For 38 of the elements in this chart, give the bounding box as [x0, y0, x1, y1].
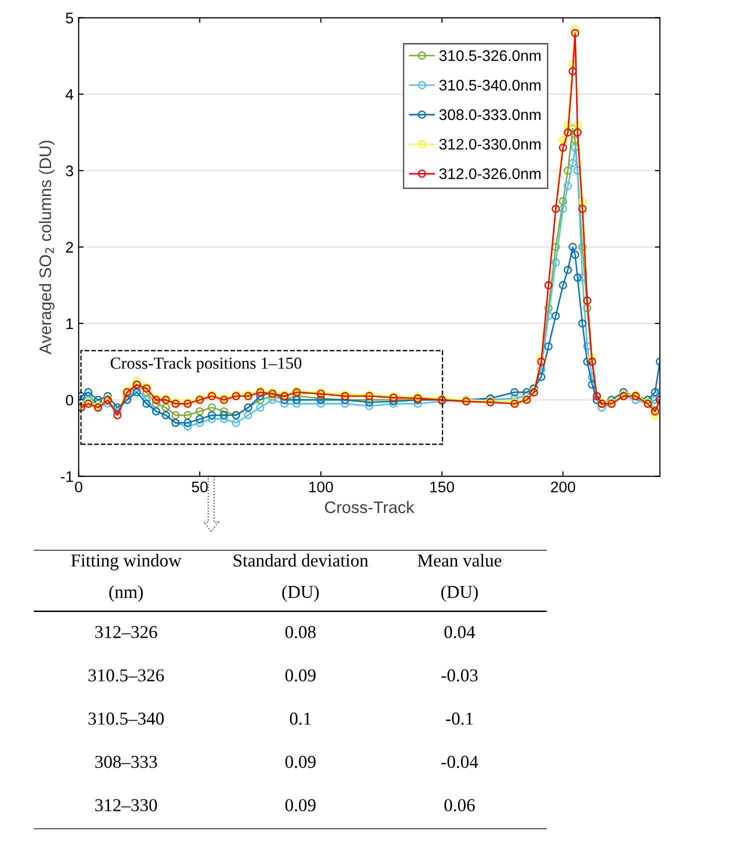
text: 0.08 [285, 626, 316, 638]
category-label: Fitting window (nm) [71, 554, 182, 602]
x-tick-label: 200 [551, 482, 576, 492]
y-tick-label: 2 [66, 242, 74, 253]
legend-label: 310.5-326.0nm [439, 50, 540, 62]
y-tick-label: 4 [66, 89, 74, 100]
y-tick-label: 0 [66, 394, 74, 406]
legend-label: 312.0-330.0nm [439, 138, 540, 150]
y-tick-label: -1 [60, 471, 74, 482]
text: 310.5–340 [88, 712, 164, 725]
text: -0.04 [441, 756, 478, 768]
legend-label: 308.0-333.0nm [439, 109, 540, 120]
y-tick-label: 3 [66, 165, 74, 176]
text: 0.09 [285, 756, 316, 768]
y-tick-label: 5 [66, 12, 74, 24]
text: 308–333 [95, 756, 157, 768]
text: 0.09 [285, 799, 316, 812]
text: 0.04 [444, 626, 476, 638]
text: -0.1 [446, 712, 473, 725]
text: 0.06 [444, 799, 475, 812]
text: -0.03 [441, 669, 478, 682]
legend-label: 312.0-326.0nm [439, 168, 540, 180]
category-label: Mean value (DU) [418, 554, 502, 602]
x-tick-label: 50 [192, 482, 208, 492]
x-tick-label: 0 [74, 482, 82, 492]
text: 312–326 [95, 626, 158, 638]
x-tick-label: 100 [309, 482, 333, 492]
y-tick-label: 1 [66, 318, 74, 329]
annotation: Cross-Track positions 1–150 [110, 357, 302, 372]
y-axis-title: Averaged SO$_{2}$ columns (DU) [38, 140, 55, 354]
text: 312–330 [95, 799, 157, 812]
legend-label: 310.5-340.0nm [439, 80, 540, 91]
text: 0.09 [285, 669, 316, 682]
text: 310.5–326 [88, 669, 164, 682]
text: 0.1 [290, 712, 311, 725]
x-axis-title: Cross-Track [325, 500, 414, 514]
x-tick-label: 150 [430, 482, 454, 492]
category-label: Standard deviation (DU) [234, 554, 368, 602]
